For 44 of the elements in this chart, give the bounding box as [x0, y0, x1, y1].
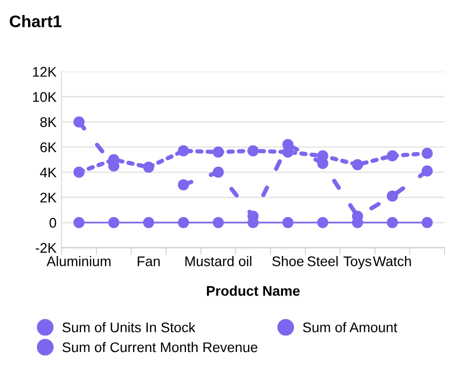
- legend-label: Sum of Current Month Revenue: [62, 342, 258, 352]
- point: [178, 145, 189, 156]
- y-tick-label: 4K: [40, 168, 57, 178]
- point: [212, 146, 224, 158]
- y-tick-label: 6K: [40, 142, 57, 152]
- point: [73, 116, 85, 128]
- point: [282, 146, 294, 158]
- point: [386, 150, 398, 162]
- x-tick-label: Mustard oil: [185, 256, 252, 266]
- point: [422, 148, 433, 159]
- point: [178, 179, 189, 190]
- point: [422, 216, 433, 228]
- point: [108, 216, 120, 228]
- x-tick-label: Shoe: [272, 256, 304, 266]
- y-tick-label: 10K: [33, 92, 57, 102]
- y-tick-label: 12K: [33, 66, 57, 77]
- y-tick-label: 0: [50, 218, 56, 228]
- x-tick-label: Fan: [138, 256, 160, 266]
- point: [386, 216, 398, 228]
- point: [143, 216, 154, 228]
- point: [317, 150, 328, 162]
- x-tick-label: Toys: [344, 256, 372, 269]
- point: [282, 216, 294, 228]
- point: [248, 145, 259, 156]
- point: [178, 216, 189, 228]
- point: [73, 166, 85, 178]
- y-tick-label: 2K: [40, 192, 57, 202]
- point: [352, 159, 364, 170]
- chart-title: Chart1: [10, 15, 62, 28]
- point: [73, 216, 85, 228]
- x-axis-title: Product Name: [206, 286, 300, 296]
- x-tick-label: Aluminium: [46, 256, 110, 266]
- legend-label: Sum of Units In Stock: [62, 322, 196, 332]
- point: [212, 216, 224, 228]
- point: [386, 190, 398, 202]
- x-tick-label: Watch: [373, 256, 411, 266]
- legend-label: Sum of Amount: [303, 322, 398, 332]
- point: [212, 166, 224, 178]
- point: [317, 216, 328, 228]
- y-tick-label: -2K: [36, 243, 57, 253]
- y-tick-label: 8K: [40, 117, 57, 128]
- point: [422, 165, 433, 177]
- point: [143, 162, 154, 173]
- x-tick-label: Steel: [308, 256, 338, 266]
